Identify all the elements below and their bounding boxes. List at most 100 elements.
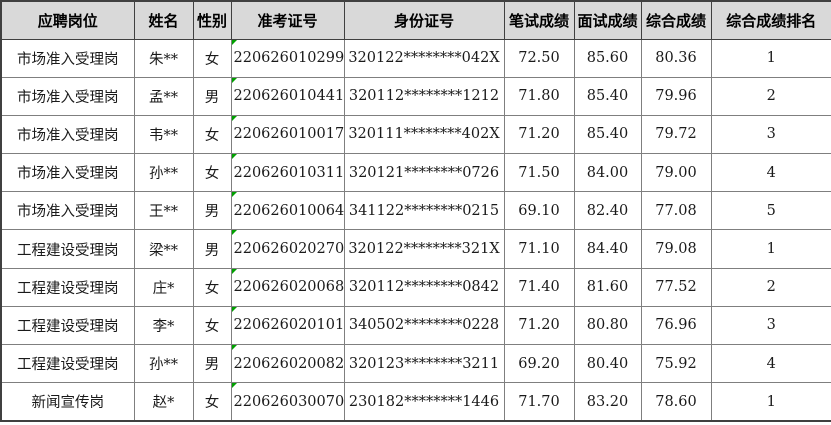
cell-exam-number: 220626020270 [230,229,345,269]
cell-exam-number: 220626010299 [230,38,345,78]
header-id-number: 身份证号 [343,0,505,40]
header-gender: 性别 [192,0,232,40]
cell-gender: 女 [192,382,232,422]
cell-gender: 男 [192,229,232,269]
cell-composite-score: 77.08 [640,191,712,231]
cell-name: 王** [133,191,194,231]
cell-exam-number: 220626020068 [230,267,345,307]
cell-written-score: 71.70 [503,382,575,422]
cell-exam-number: 220626010017 [230,114,345,155]
cell-composite-score: 79.96 [640,76,712,116]
table-row: 市场准入受理岗 王** 男 220626010064 341122********021… [0,191,831,231]
table-row: 新闻宣传岗 赵* 女 220626030070 230182********1446 71… [0,382,831,422]
cell-id-number: 341122********0215 [343,191,505,231]
cell-name: 李* [133,305,194,346]
cell-composite-score: 79.72 [640,114,712,155]
cell-interview-score: 85.60 [573,38,642,78]
header-composite-rank: 综合成绩排名 [710,0,831,40]
cell-gender: 女 [192,114,232,155]
table-row: 市场准入受理岗 韦** 女 220626010017 320111********402… [0,114,831,155]
cell-composite-score: 79.08 [640,229,712,269]
cell-written-score: 71.50 [503,153,575,193]
cell-written-score: 71.40 [503,267,575,307]
cell-gender: 女 [192,38,232,78]
number-as-text-indicator-icon [232,78,237,83]
header-written-score: 笔试成绩 [503,0,575,40]
cell-interview-score: 85.40 [573,114,642,155]
cell-interview-score: 83.20 [573,382,642,422]
cell-written-score: 71.10 [503,229,575,269]
table-row: 工程建设受理岗 孙** 男 220626020082 320123********321… [0,343,831,384]
cell-written-score: 69.10 [503,191,575,231]
cell-name: 韦** [133,114,194,155]
header-position: 应聘岗位 [0,0,135,40]
cell-composite-rank: 3 [710,114,831,155]
cell-id-number: 320122********042X [343,38,505,78]
cell-position: 市场准入受理岗 [0,191,135,231]
cell-interview-score: 82.40 [573,191,642,231]
cell-position: 工程建设受理岗 [0,267,135,307]
number-as-text-indicator-icon [232,192,237,198]
cell-written-score: 71.20 [503,114,575,155]
cell-gender: 女 [192,267,232,307]
cell-id-number: 340502********0228 [343,305,505,346]
table-row: 工程建设受理岗 梁** 男 220626020270 320122********321… [0,229,831,269]
number-as-text-indicator-icon [232,269,237,274]
cell-position: 市场准入受理岗 [0,153,135,193]
table-row: 市场准入受理岗 孙** 女 220626010311 320121********072… [0,153,831,193]
cell-id-number: 320121********0726 [343,153,505,193]
number-as-text-indicator-icon [232,383,237,389]
cell-composite-score: 79.00 [640,153,712,193]
number-as-text-indicator-icon [232,230,237,236]
header-composite-score: 综合成绩 [640,0,712,40]
table-row: 市场准入受理岗 朱** 女 220626010299 320122********042… [0,38,831,78]
cell-interview-score: 85.40 [573,76,642,116]
cell-written-score: 71.20 [503,305,575,346]
cell-name: 梁** [133,229,194,269]
cell-gender: 男 [192,343,232,384]
cell-position: 市场准入受理岗 [0,76,135,116]
cell-written-score: 72.50 [503,38,575,78]
cell-composite-score: 78.60 [640,382,712,422]
cell-interview-score: 84.40 [573,229,642,269]
cell-id-number: 320122********321X [343,229,505,269]
number-as-text-indicator-icon [232,116,237,121]
cell-interview-score: 81.60 [573,267,642,307]
cell-gender: 男 [192,191,232,231]
header-name: 姓名 [133,0,194,40]
cell-id-number: 230182********1446 [343,382,505,422]
header-row: 应聘岗位 姓名 性别 准考证号 身份证号 笔试成绩 面试成绩 综合成绩 综合成绩… [0,0,831,40]
table-body: 市场准入受理岗 朱** 女 220626010299 320122********042… [0,38,831,422]
cell-id-number: 320123********3211 [343,343,505,384]
cell-exam-number: 220626010441 [230,76,345,116]
header-interview-score: 面试成绩 [573,0,642,40]
cell-id-number: 320112********1212 [343,76,505,116]
cell-position: 工程建设受理岗 [0,343,135,384]
cell-position: 市场准入受理岗 [0,38,135,78]
cell-composite-rank: 2 [710,267,831,307]
cell-composite-rank: 4 [710,343,831,384]
cell-position: 工程建设受理岗 [0,305,135,346]
table-row: 市场准入受理岗 孟** 男 220626010441 320112********121… [0,76,831,116]
cell-exam-number: 220626030070 [230,382,345,422]
cell-composite-rank: 1 [710,38,831,78]
cell-interview-score: 80.80 [573,305,642,346]
cell-composite-score: 80.36 [640,38,712,78]
cell-position: 工程建设受理岗 [0,229,135,269]
cell-id-number: 320112********0842 [343,267,505,307]
cell-name: 朱** [133,38,194,78]
number-as-text-indicator-icon [232,154,237,160]
table-row: 工程建设受理岗 庄* 女 220626020068 320112********0842… [0,267,831,307]
cell-name: 孙** [133,343,194,384]
number-as-text-indicator-icon [232,345,237,350]
table-header: 应聘岗位 姓名 性别 准考证号 身份证号 笔试成绩 面试成绩 综合成绩 综合成绩… [0,0,831,40]
cell-composite-rank: 1 [710,229,831,269]
cell-written-score: 69.20 [503,343,575,384]
cell-composite-rank: 5 [710,191,831,231]
cell-exam-number: 220626020082 [230,343,345,384]
cell-composite-rank: 2 [710,76,831,116]
cell-composite-score: 75.92 [640,343,712,384]
cell-exam-number: 220626010064 [230,191,345,231]
